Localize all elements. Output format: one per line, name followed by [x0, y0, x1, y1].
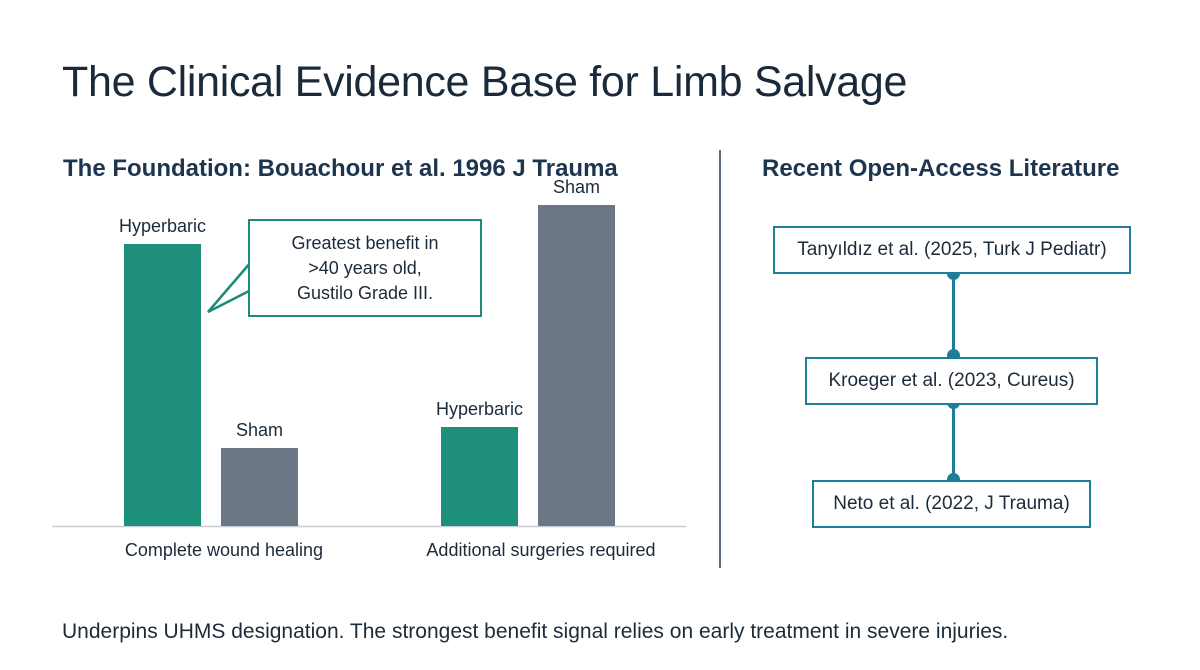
- callout-text: Greatest benefit in >40 years old, Gusti…: [291, 231, 438, 306]
- footer-note: Underpins UHMS designation. The stronges…: [62, 620, 1009, 643]
- literature-item-kroeger: Kroeger et al. (2023, Cureus): [805, 357, 1098, 405]
- bar-label: Hyperbaric: [119, 216, 206, 236]
- callout-line: Gustilo Grade III.: [296, 282, 434, 303]
- literature-heading: Recent Open-Access Literature: [762, 155, 1120, 182]
- bar-label: Sham: [236, 420, 283, 440]
- bar-label: Hyperbaric: [436, 399, 523, 419]
- literature-item-tanyildiz: Tanyıldız et al. (2025, Turk J Pediatr): [773, 226, 1131, 274]
- benefit-callout: Greatest benefit in >40 years old, Gusti…: [248, 219, 482, 317]
- foundation-heading: The Foundation: Bouachour et al. 1996 J …: [63, 155, 618, 183]
- page-title: The Clinical Evidence Base for Limb Salv…: [62, 58, 908, 106]
- bar-chart: Hyperbaric Sham Complete wound healing Hype…: [52, 177, 686, 560]
- bar-sham-2: [538, 205, 615, 526]
- callout-line: Greatest benefit in: [291, 232, 439, 253]
- bar-hyperbaric-2: [441, 427, 518, 526]
- panel-divider: [719, 150, 721, 568]
- bar-hyperbaric-1: [124, 244, 201, 526]
- category-label: Complete wound healing: [125, 540, 323, 560]
- foundation-heading-label: The Foundation:: [63, 155, 251, 182]
- category-label: Additional surgeries required: [426, 540, 655, 560]
- bar-label: Sham: [553, 177, 600, 197]
- callout-pointer: [207, 261, 252, 314]
- callout-line: >40 years old,: [308, 257, 422, 278]
- literature-item-neto: Neto et al. (2022, J Trauma): [812, 480, 1091, 528]
- bar-sham-1: [221, 448, 298, 526]
- foundation-heading-citation: Bouachour et al. 1996 J Trauma: [250, 155, 618, 182]
